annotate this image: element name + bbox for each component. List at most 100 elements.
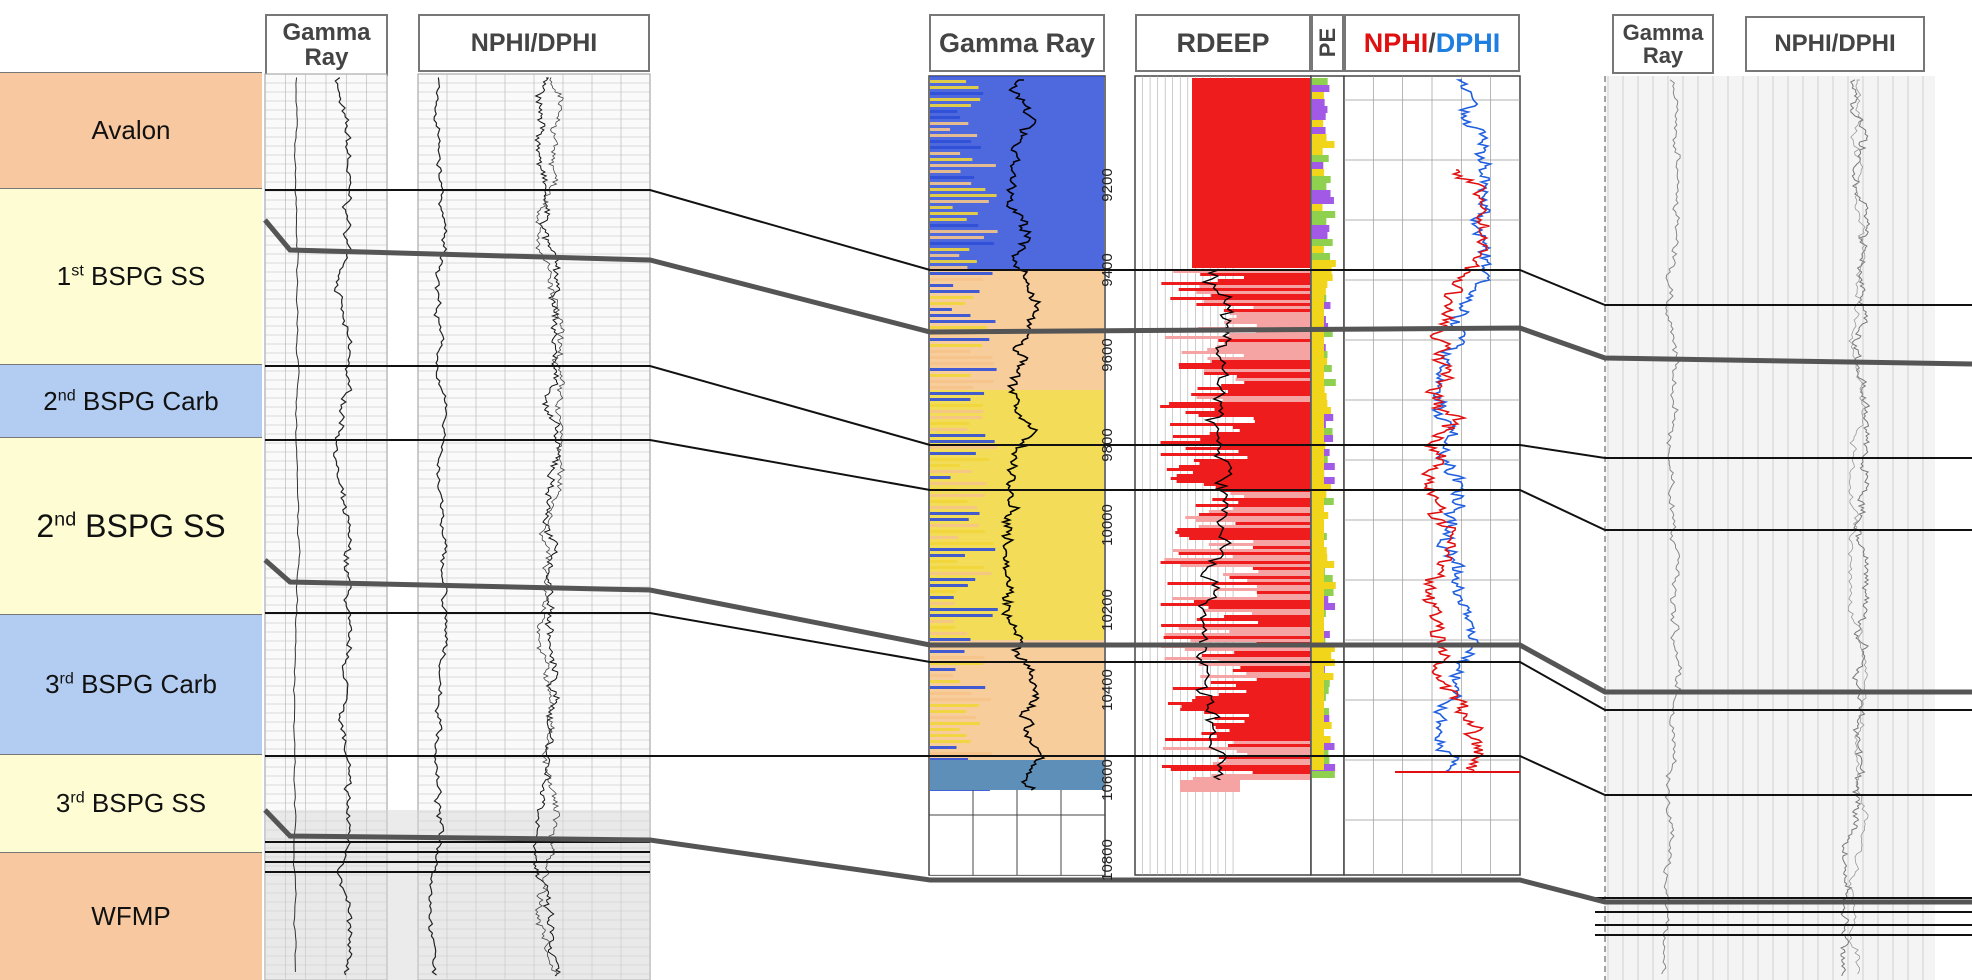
center-rdeep-stripe — [1160, 441, 1310, 444]
right-dphi-curve — [1847, 79, 1869, 975]
center-rdeep-stripe — [1196, 519, 1310, 522]
center-rdeep-stripe — [1185, 447, 1310, 450]
center-gamma-stripe — [930, 320, 996, 323]
center-rdeep-stripe — [1198, 663, 1310, 666]
center-pe-stripe — [1312, 519, 1324, 526]
left-nphi-curve — [428, 77, 449, 976]
center-rdeep-stripe — [1198, 414, 1310, 417]
center-rdeep-stripe — [1254, 420, 1310, 423]
center-rdeep-stripe — [1251, 612, 1310, 615]
center-pe-stripe — [1312, 491, 1327, 498]
center-pe-stripe — [1312, 512, 1329, 519]
center-rdeep-stripe — [1235, 684, 1310, 687]
center-gamma-stripe — [930, 98, 981, 101]
center-pe-track — [1310, 75, 1345, 876]
center-rdeep-stripe — [1230, 492, 1310, 495]
center-rdeep-stripe — [1197, 387, 1310, 390]
center-gamma-stripe — [930, 536, 959, 539]
center-gamma-stripe — [930, 164, 996, 167]
center-gamma-stripe — [930, 254, 960, 257]
left-nphi-header-text: NPHI/DPHI — [470, 28, 598, 57]
left-dphi-curve — [532, 77, 562, 977]
center-rdeep-stripe — [1235, 522, 1310, 525]
center-rdeep-stripe — [1211, 360, 1310, 363]
center-nphi-red: NPHI — [1363, 27, 1429, 58]
center-rdeep-stripe — [1221, 384, 1310, 387]
center-rdeep-stripe — [1173, 270, 1310, 273]
center-gamma-stripe — [930, 134, 978, 137]
center-rdeep-stripe — [1163, 636, 1310, 639]
center-rdeep-stripe — [1172, 549, 1310, 552]
center-rdeep-stripe — [1219, 660, 1310, 663]
center-rdeep-stripe — [1196, 396, 1310, 399]
center-rdeep-stripe — [1161, 765, 1310, 768]
center-rdeep-stripe — [1161, 645, 1310, 648]
center-rdeep-stripe — [1199, 285, 1310, 288]
center-pe-stripe — [1312, 288, 1326, 295]
center-rdeep-stripe — [1234, 651, 1310, 654]
center-gamma-stripe — [930, 206, 953, 209]
center-rdeep-tail — [1180, 780, 1240, 792]
center-rdeep-stripe — [1162, 747, 1310, 750]
center-rdeep-stripe — [1238, 501, 1310, 504]
center-rdeep-stripe — [1213, 723, 1310, 726]
center-rdeep-stripe — [1178, 363, 1310, 366]
center-rdeep-stripe — [1232, 426, 1310, 429]
zone-base-3: BSPG SS — [76, 507, 226, 544]
center-rdeep-stripe — [1165, 336, 1310, 339]
zone-label-5: 3rd BSPG SS — [56, 788, 206, 819]
center-rdeep-stripe — [1178, 366, 1310, 369]
depth-label: 10800 — [1099, 839, 1116, 881]
zone-sup-4: rd — [59, 669, 74, 688]
center-pe-stripe — [1312, 575, 1333, 582]
center-gamma-stripe — [930, 596, 954, 599]
center-gamma-stripe — [930, 734, 967, 737]
center-gamma-stripe — [930, 194, 997, 197]
center-gamma-stripe — [930, 788, 990, 791]
center-gamma-stripe — [930, 770, 994, 773]
center-pe-stripe — [1312, 638, 1326, 645]
center-gamma-band — [930, 270, 1104, 390]
center-pe-stripe — [1312, 393, 1327, 400]
center-rdeep-stripe — [1160, 405, 1310, 408]
center-gamma-stripe — [930, 218, 967, 221]
center-pe-stripe — [1312, 141, 1335, 148]
center-pe-stripe — [1312, 547, 1327, 554]
center-gamma-stripe — [930, 446, 998, 449]
center-pe-stripe — [1312, 673, 1334, 680]
center-rdeep-stripe — [1172, 597, 1310, 600]
center-gamma-stripe — [930, 80, 967, 83]
center-rdeep-stripe — [1247, 456, 1310, 459]
center-rdeep-stripe — [1234, 741, 1310, 744]
center-gamma-stripe — [930, 434, 986, 437]
center-gamma-stripe — [930, 362, 994, 365]
center-rdeep-stripe — [1227, 390, 1310, 393]
center-pe-stripe — [1312, 127, 1326, 134]
center-rdeep-stripe — [1180, 708, 1310, 711]
center-rdeep-stripe — [1212, 762, 1310, 765]
center-rdeep-stripe — [1229, 576, 1310, 579]
center-rdeep-stripe — [1256, 678, 1310, 681]
right-gamma-header-line2: Ray — [1642, 43, 1684, 68]
zone-label-3: 2nd BSPG SS — [36, 508, 225, 545]
center-gamma-stripe — [930, 590, 956, 593]
center-gamma-stripe — [930, 782, 960, 785]
center-rdeep-stripe — [1165, 738, 1310, 741]
center-pe-stripe — [1312, 211, 1336, 218]
center-pe-stripe — [1312, 722, 1332, 729]
center-pe-stripe — [1312, 694, 1326, 701]
center-rdeep-stripe — [1207, 357, 1310, 360]
center-gamma-stripe — [930, 710, 967, 713]
center-rdeep-stripe — [1193, 459, 1310, 462]
center-rdeep-stripe — [1185, 411, 1310, 414]
center-gamma-stripe — [930, 188, 986, 191]
center-rdeep-stripe — [1160, 603, 1310, 606]
center-pe-stripe — [1312, 603, 1336, 610]
center-gamma-stripe — [930, 722, 980, 725]
center-gamma-stripe — [930, 428, 968, 431]
center-rdeep-stripe — [1221, 489, 1310, 492]
center-rdeep-stripe — [1164, 633, 1310, 636]
center-pe-stripe — [1312, 421, 1326, 428]
center-gamma-stripe — [930, 506, 978, 509]
center-pe-stripe — [1312, 750, 1329, 757]
